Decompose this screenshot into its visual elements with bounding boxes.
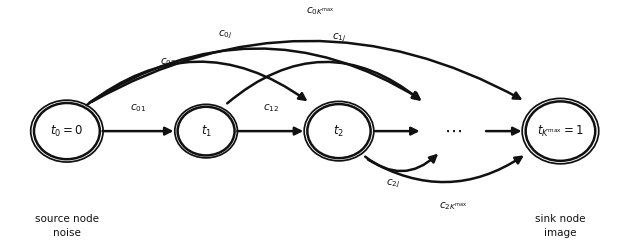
Text: $c_{02}$: $c_{02}$ [160, 56, 176, 68]
FancyArrowPatch shape [92, 41, 520, 102]
Ellipse shape [34, 103, 100, 159]
Text: $t_{K^{\max}} = 1$: $t_{K^{\max}} = 1$ [537, 123, 584, 139]
Text: sink node
image: sink node image [535, 214, 586, 238]
Ellipse shape [178, 107, 235, 155]
Text: $c_{0K^{\max}}$: $c_{0K^{\max}}$ [306, 5, 334, 17]
Text: $\cdots$: $\cdots$ [444, 122, 462, 140]
Ellipse shape [525, 101, 595, 161]
Text: source node
noise: source node noise [35, 214, 99, 238]
Text: $c_{12}$: $c_{12}$ [262, 103, 279, 114]
FancyArrowPatch shape [87, 62, 305, 105]
FancyArrowPatch shape [365, 155, 436, 171]
Text: $t_1$: $t_1$ [200, 123, 212, 139]
FancyArrowPatch shape [368, 157, 522, 182]
FancyArrowPatch shape [90, 48, 419, 103]
FancyArrowPatch shape [227, 62, 419, 103]
Ellipse shape [307, 104, 371, 158]
Text: $c_{01}$: $c_{01}$ [130, 103, 146, 114]
Text: $c_{2K^{\max}}$: $c_{2K^{\max}}$ [438, 200, 467, 212]
Text: $t_2$: $t_2$ [333, 123, 344, 139]
Text: $c_{0j}$: $c_{0j}$ [218, 29, 232, 41]
Text: $c_{1j}$: $c_{1j}$ [332, 32, 346, 44]
Text: $t_0 = 0$: $t_0 = 0$ [51, 123, 83, 139]
Text: $c_{2j}$: $c_{2j}$ [385, 178, 400, 190]
